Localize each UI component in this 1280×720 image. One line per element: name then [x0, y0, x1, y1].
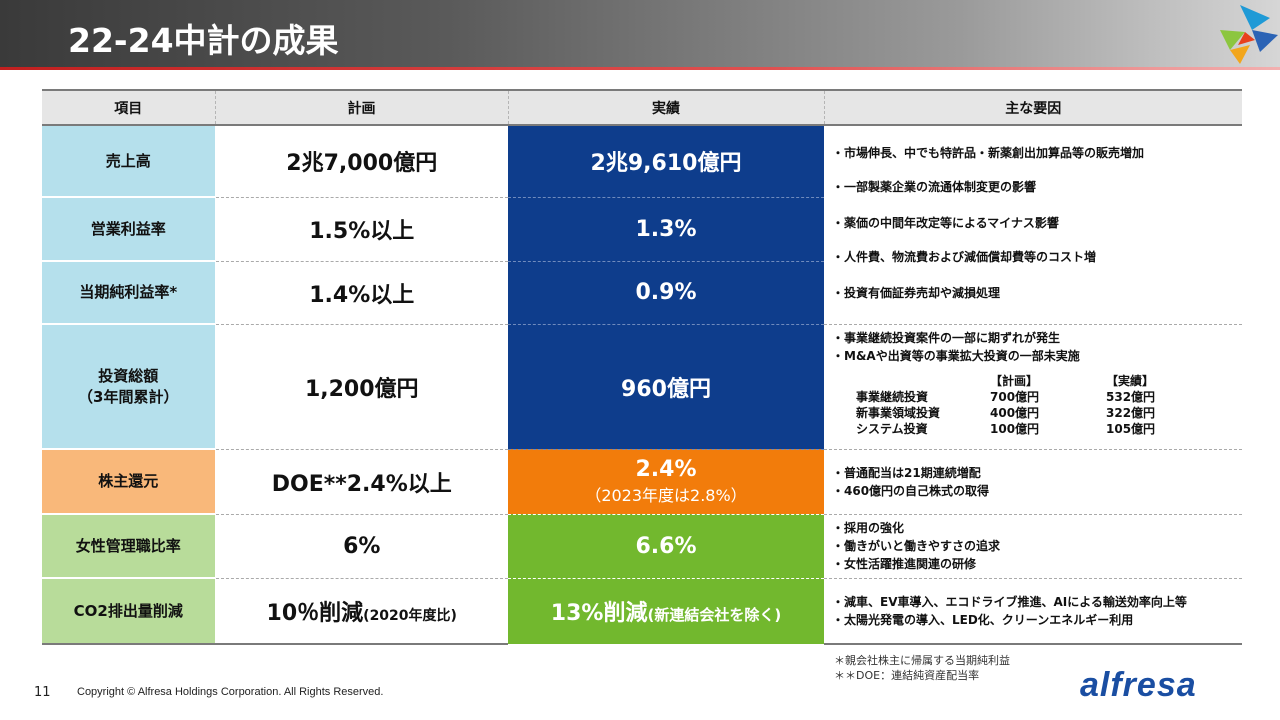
- table-row: CO2排出量削減 10％削減(2020年度比) 13%削減(新連結会社を除く) …: [42, 578, 1242, 645]
- plan-value: 10％削減(2020年度比): [214, 578, 508, 645]
- row-label-operating-margin: 営業利益率: [42, 197, 215, 262]
- reason-text: ・投資有価証券売却や減損処理: [832, 286, 1001, 300]
- actual-value: 960億円: [508, 324, 824, 450]
- reasons-cell-co2: ・減車、EV車導入、エコドライブ推進、AIによる輸送効率向上等 ・太陽光発電の導…: [824, 578, 1242, 645]
- breakdown-header-actual: 【実績】: [1106, 373, 1155, 388]
- reason-text: ・減車、EV車導入、エコドライブ推進、AIによる輸送効率向上等: [832, 594, 1187, 609]
- reason-text: ・人件費、物流費および減価償却費等のコスト増: [832, 250, 1097, 264]
- header-accent-line: [0, 67, 1280, 70]
- footnote: ＊＊DOE：連結純資産配当率: [834, 669, 980, 682]
- row-label-sales: 売上高: [42, 125, 215, 198]
- reason-text: ・460億円の自己株式の取得: [832, 483, 990, 498]
- actual-value: 0.9%: [508, 261, 824, 325]
- row-label-shareholder-returns: 株主還元: [42, 449, 215, 515]
- actual-value: 2兆9,610億円: [508, 125, 824, 198]
- reason-text: ・市場伸長、中でも特許品・新薬創出加算品等の販売増加: [832, 146, 1145, 160]
- actual-main: 2.4%: [635, 457, 697, 482]
- copyright: Copyright © Alfresa Holdings Corporation…: [77, 686, 384, 698]
- table-row: 株主還元 DOE**2.4%以上 2.4% （2023年度は2.8%） ・普通配…: [42, 449, 1242, 515]
- reasons-cell-financial: ・市場伸長、中でも特許品・新薬創出加算品等の販売増加 ・一部製薬企業の流通体制変…: [824, 125, 1242, 325]
- investment-breakdown-table: 【計画】 【実績】 事業継続投資 700億円 532億円 新事業領域投資 400…: [856, 373, 1155, 437]
- plan-value: 6%: [214, 514, 508, 579]
- plan-value: 1.5%以上: [214, 197, 508, 262]
- breakdown-label: 新事業領域投資: [856, 405, 941, 420]
- table-row: 売上高 2兆7,000億円 2兆9,610億円 ・市場伸長、中でも特許品・新薬創…: [42, 125, 1242, 325]
- plan-value: 1,200億円: [214, 324, 508, 450]
- brand-logo: alfresa: [1080, 666, 1197, 704]
- plan-value: 2兆7,000億円: [214, 125, 508, 198]
- reason-text: ・女性活躍推進関連の研修: [832, 557, 977, 571]
- title-bar: 22-24中計の成果: [0, 0, 1280, 67]
- reasons-cell-investment: ・事業継続投資案件の一部に期ずれが発生 ・M&Aや出資等の事業拡大投資の一部未実…: [824, 324, 1242, 450]
- breakdown-label: システム投資: [856, 421, 928, 436]
- actual-value: 1.3%: [508, 197, 824, 262]
- footnote: ＊親会社株主に帰属する当期純利益: [834, 654, 1010, 667]
- column-header-reasons: 主な要因: [824, 89, 1242, 126]
- reason-text: ・M&Aや出資等の事業拡大投資の一部未実施: [832, 348, 1080, 363]
- reasons-cell-women: ・採用の強化 ・働きがいと働きやすさの追求 ・女性活躍推進関連の研修: [824, 514, 1242, 579]
- reason-text: ・働きがいと働きやすさの追求: [832, 539, 1001, 553]
- breakdown-actual: 322億円: [1106, 405, 1156, 420]
- breakdown-actual: 532億円: [1106, 389, 1156, 404]
- actual-note: （2023年度は2.8%）: [585, 486, 747, 505]
- reasons-cell-shareholder: ・普通配当は21期連続増配 ・460億円の自己株式の取得: [824, 449, 1242, 515]
- actual-note: (新連結会社を除く): [647, 606, 782, 624]
- breakdown-plan: 400億円: [990, 405, 1040, 420]
- results-table: 項目 計画 実績 主な要因 売上高 2兆7,000億円 2兆9,610億円 ・市…: [42, 89, 1242, 645]
- row-label-investment: 投資総額 （3年間累計）: [42, 324, 215, 450]
- plan-value: DOE**2.4%以上: [214, 449, 508, 515]
- column-header-plan: 計画: [215, 89, 509, 126]
- column-header-actual: 実績: [508, 89, 825, 126]
- breakdown-actual: 105億円: [1106, 421, 1156, 436]
- table-row: 当期純利益率* 1.4%以上 0.9%: [42, 261, 1242, 325]
- table-row: 投資総額 （3年間累計） 1,200億円 960億円 ・事業継続投資案件の一部に…: [42, 324, 1242, 450]
- reason-text: ・採用の強化: [832, 521, 905, 535]
- footnotes: ＊親会社株主に帰属する当期純利益 ＊＊DOE：連結純資産配当率: [834, 653, 1010, 683]
- actual-value: 6.6%: [508, 514, 824, 579]
- actual-value: 2.4% （2023年度は2.8%）: [508, 449, 824, 515]
- plan-value: 1.4%以上: [214, 261, 508, 325]
- row-label-co2: CO2排出量削減: [42, 578, 215, 645]
- row-label-line: （3年間累計）: [78, 387, 179, 406]
- breakdown-plan: 700億円: [990, 389, 1040, 404]
- actual-value: 13%削減(新連結会社を除く): [508, 578, 824, 645]
- reason-text: ・薬価の中間年改定等によるマイナス影響: [832, 216, 1059, 230]
- reason-text: ・太陽光発電の導入、LED化、クリーンエネルギー利用: [832, 612, 1134, 627]
- row-label-net-margin: 当期純利益率*: [42, 261, 215, 325]
- plan-note: (2020年度比): [363, 607, 457, 624]
- breakdown-row: 新事業領域投資 400億円 322億円: [856, 405, 1155, 421]
- table-row: 営業利益率 1.5%以上 1.3%: [42, 197, 1242, 262]
- column-header-item: 項目: [42, 89, 216, 126]
- row-label-women-managers: 女性管理職比率: [42, 514, 215, 579]
- page-title: 22-24中計の成果: [68, 21, 339, 60]
- plan-main: 10％削減: [266, 600, 364, 626]
- actual-main: 13%削減: [550, 601, 648, 626]
- page-number: 11: [34, 685, 51, 700]
- row-label-line: 投資総額: [98, 366, 159, 385]
- brand-emblem-icon: [1220, 5, 1278, 64]
- breakdown-label: 事業継続投資: [856, 389, 929, 404]
- table-row: 女性管理職比率 6% 6.6% ・採用の強化 ・働きがいと働きやすさの追求 ・女…: [42, 514, 1242, 579]
- breakdown-header-plan: 【計画】: [990, 373, 1039, 388]
- reason-text: ・事業継続投資案件の一部に期ずれが発生: [832, 330, 1061, 345]
- breakdown-row: システム投資 100億円 105億円: [856, 421, 1155, 437]
- breakdown-row: 事業継続投資 700億円 532億円: [856, 389, 1155, 405]
- reason-text: ・一部製薬企業の流通体制変更の影響: [832, 180, 1037, 194]
- table-header-row: 項目 計画 実績 主な要因: [42, 89, 1242, 126]
- breakdown-plan: 100億円: [990, 421, 1040, 436]
- reason-text: ・普通配当は21期連続増配: [832, 465, 981, 480]
